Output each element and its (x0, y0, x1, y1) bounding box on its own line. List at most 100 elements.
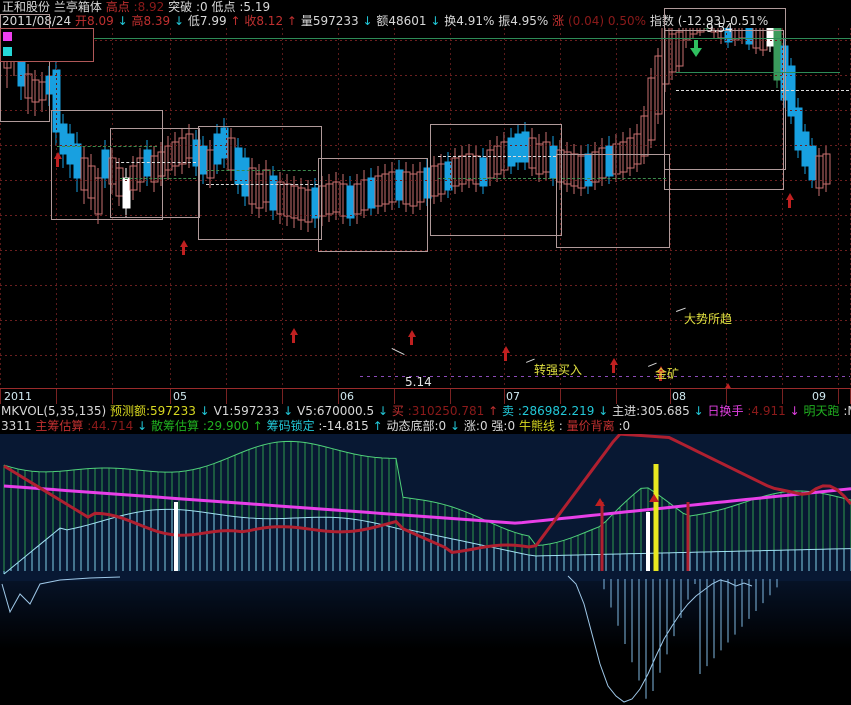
buy-arrow-stem (612, 364, 615, 373)
lanting-box (0, 14, 50, 122)
text-run: 预测额:597233 (109, 404, 196, 418)
price-chart-canvas (3, 0, 831, 232)
buy-arrow-icon (786, 193, 794, 200)
buy-arrow-icon (724, 383, 732, 390)
lanting-box (318, 158, 428, 252)
text-run: 牛熊线 (518, 419, 555, 433)
text-run: :-14.815 (318, 419, 369, 433)
buy-arrow-stem (292, 334, 295, 343)
gridline-v (394, 28, 395, 388)
date-tick (670, 389, 671, 404)
legend-label-up: 上涨第0天 (15, 29, 71, 43)
buy-arrow-icon (657, 366, 665, 373)
text-run: ↑ (230, 14, 241, 28)
price-chart[interactable]: 9.54 大势所趋 转强买入 金矿 5.14 (0, 0, 851, 398)
date-tick (282, 389, 283, 404)
text-run: 低点 (211, 0, 236, 14)
buy-arrow-icon (180, 240, 188, 247)
gridline-v (838, 28, 839, 388)
gridline-v (782, 28, 783, 388)
text-run: ↑ (252, 419, 263, 433)
box-mid-dash (562, 178, 666, 179)
gridline-v (726, 28, 727, 388)
text-run: 量597233 (300, 14, 359, 28)
indicator-green-envelope (3, 440, 851, 547)
date-tick (504, 389, 505, 404)
date-label: 2011 (4, 390, 32, 403)
box-mid-dash (57, 146, 157, 147)
text-run: 高点 (105, 0, 130, 14)
legend-row-up: 上涨第0天 (1, 29, 93, 44)
magenta-dotted-level (360, 376, 660, 377)
box-mid-dash (206, 184, 318, 185)
chart-annotation: 转强买入 (534, 363, 583, 377)
gridline-h (0, 320, 851, 321)
date-tick (782, 389, 783, 404)
gridline-v (450, 28, 451, 388)
date-tick (616, 389, 617, 404)
indicator-panel-bg-lower (0, 581, 851, 705)
price-gridlines (0, 28, 851, 388)
text-run: 主进:305.685 (612, 404, 690, 418)
indicator-header-line1: MKVOL(5,35,135) 预测额:597233 ↓ V1:597233 ↓… (1, 404, 851, 419)
legend-swatch-down (3, 47, 12, 56)
gridline-h (0, 75, 851, 76)
buy-arrow-icon (610, 358, 618, 365)
text-run: ↓ (362, 14, 373, 28)
buy-arrow-stem (182, 246, 185, 255)
text-run: :5.19 (239, 0, 271, 14)
candle-body (787, 65, 796, 117)
indicator-header-line2: 3311 主筹估算 :44.714 ↓ 散筹估算 :29.900 ↑ 筹码锁定 … (1, 419, 630, 434)
box-mid-dash (438, 178, 556, 179)
buy-arrow-stem (410, 336, 413, 345)
box-mid-dash (206, 170, 316, 171)
text-run: :44.714 (87, 419, 134, 433)
buy-arrow-stem (56, 158, 59, 167)
text-run: 买 (391, 404, 404, 418)
magenta-dotted-level (660, 376, 850, 377)
date-axis: 2011 05 06 07 08 09 (0, 388, 851, 405)
box-level-dash (676, 90, 851, 91)
panel-up-arrow-icon (649, 494, 659, 502)
indicator-main-line (3, 434, 851, 554)
lanting-box (556, 154, 670, 248)
buy-arrow-stem (659, 372, 662, 381)
text-run: ↓ (174, 14, 185, 28)
text-run: (0.04) (568, 14, 605, 28)
text-run: ↓ (789, 404, 800, 418)
text-run: 收8.12 (244, 14, 284, 28)
indicator-header: MKVOL(5,35,135) 预测额:597233 ↓ V1:597233 ↓… (0, 404, 851, 434)
buy-arrow-icon (408, 330, 416, 337)
date-tick (0, 389, 1, 404)
text-run: 高8.39 (131, 14, 171, 28)
text-run: ↓ (117, 14, 128, 28)
text-run: 强:0 (491, 419, 516, 433)
gridline-h (0, 145, 851, 146)
text-run: 散筹估算 (150, 419, 199, 433)
lanting-box (198, 126, 322, 240)
text-run: :MA1:670000.5 (843, 404, 851, 418)
gridline-v (616, 28, 617, 388)
date-label: 08 (672, 390, 686, 403)
text-run: ↓ (137, 419, 148, 433)
gridline-h (0, 180, 851, 181)
gridline-h (0, 215, 851, 216)
date-label: 09 (812, 390, 826, 403)
text-run: ↓ (283, 404, 294, 418)
candle-body (675, 31, 684, 67)
gridline-v (112, 28, 113, 388)
date-tick (450, 389, 451, 404)
legend-row-down: 下跌第5天 (1, 44, 93, 59)
mkvol-indicator-panel[interactable]: 蓝关注:绿进:红出:白警惕 财富赢家论坛 http://bbs.cf8.com.… (0, 434, 851, 705)
chart-annotation: 9.54 (706, 21, 733, 35)
sell-arrow-icon (690, 48, 702, 57)
text-run: 2011/08/24 (2, 14, 72, 28)
text-run: 突破 (168, 0, 193, 14)
text-run: 开8.09 (75, 14, 114, 28)
chart-annotation: 大势所趋 (684, 312, 733, 326)
legend-label-down: 下跌第5天 (15, 44, 71, 58)
text-run: ↓ (450, 419, 461, 433)
indicator-cyan-envelope (3, 508, 851, 575)
text-run: 0.50% (607, 14, 647, 28)
